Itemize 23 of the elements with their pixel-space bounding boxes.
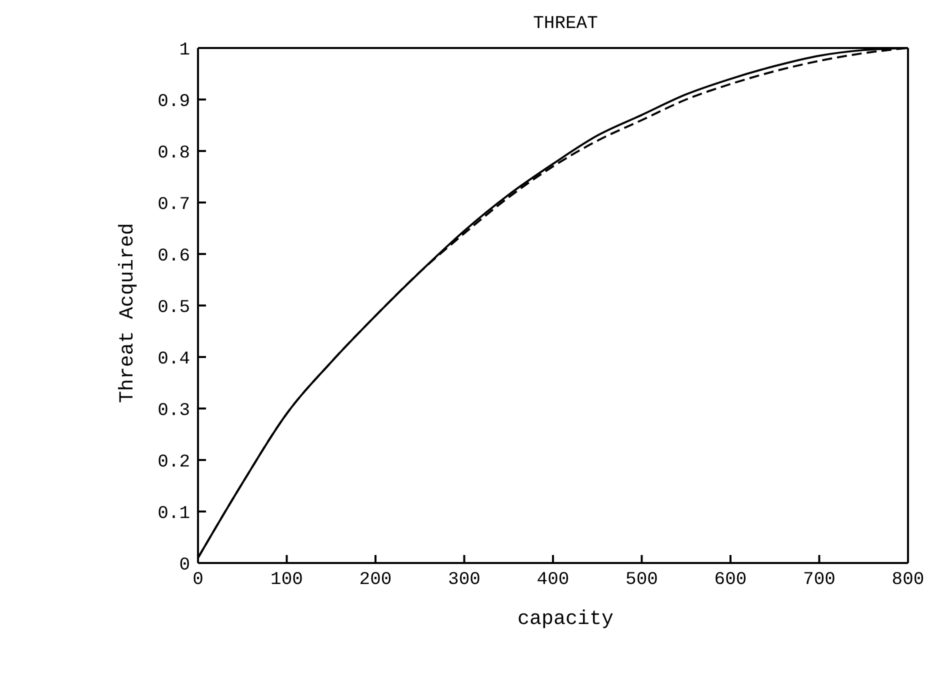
x-tick-label: 700	[803, 570, 836, 590]
y-tick-label: 0.1	[158, 504, 190, 524]
x-tick-label: 600	[714, 570, 747, 590]
y-tick-label: 1	[179, 40, 190, 60]
y-tick-label: 0.3	[158, 400, 190, 421]
chart-title: THREAT	[532, 14, 599, 34]
x-tick-label: 200	[359, 570, 392, 590]
y-tick-label: 0.9	[158, 92, 190, 112]
y-tick-label: 0	[179, 555, 190, 576]
y-tick-label: 0.7	[158, 194, 190, 215]
x-tick-label: 300	[448, 570, 480, 590]
x-axis-title: capacity	[516, 608, 614, 631]
y-tick-label: 0.5	[158, 298, 190, 318]
y-tick-label: 0.8	[158, 143, 190, 164]
x-tick-label: 800	[892, 570, 924, 590]
x-tick-label: 0	[192, 570, 204, 590]
y-tick-label: 0.2	[158, 452, 190, 472]
x-tick-label: 400	[536, 570, 570, 590]
y-tick-label: 0.4	[158, 349, 190, 370]
y-axis-title: Threat Acquired	[116, 222, 140, 404]
x-tick-label: 100	[270, 570, 303, 590]
x-tick-label: 500	[626, 570, 658, 590]
y-tick-label: 0.6	[158, 246, 190, 266]
